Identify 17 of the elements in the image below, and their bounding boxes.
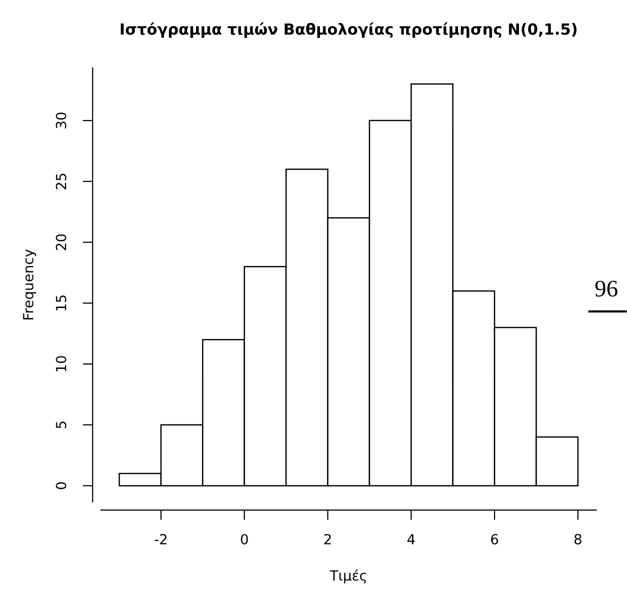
y-tick-label: 20 [56,234,66,250]
x-tick-label: 8 [574,534,582,544]
x-tick-label: 4 [407,534,415,544]
x-tick-label: 0 [240,534,248,544]
x-tick-label: -2 [154,534,167,544]
y-tick-label: 30 [56,112,66,128]
y-tick-label: 25 [56,174,66,190]
y-tick-label: 0 [56,482,66,490]
y-tick-label: 10 [56,356,66,372]
x-axis-title: Τιμές [330,569,366,584]
y-tick-label: 5 [56,422,66,428]
x-tick-label: 2 [324,534,331,544]
y-axis-title: Frequency [23,249,36,320]
x-tick-label: 6 [491,534,498,544]
y-tick-label: 15 [56,295,66,310]
annotation: 96 [595,280,618,297]
chart-title: Ιστόγραμμα τιμών Βαθμολογίας προτίμησης N(0,1.5) [120,22,577,38]
